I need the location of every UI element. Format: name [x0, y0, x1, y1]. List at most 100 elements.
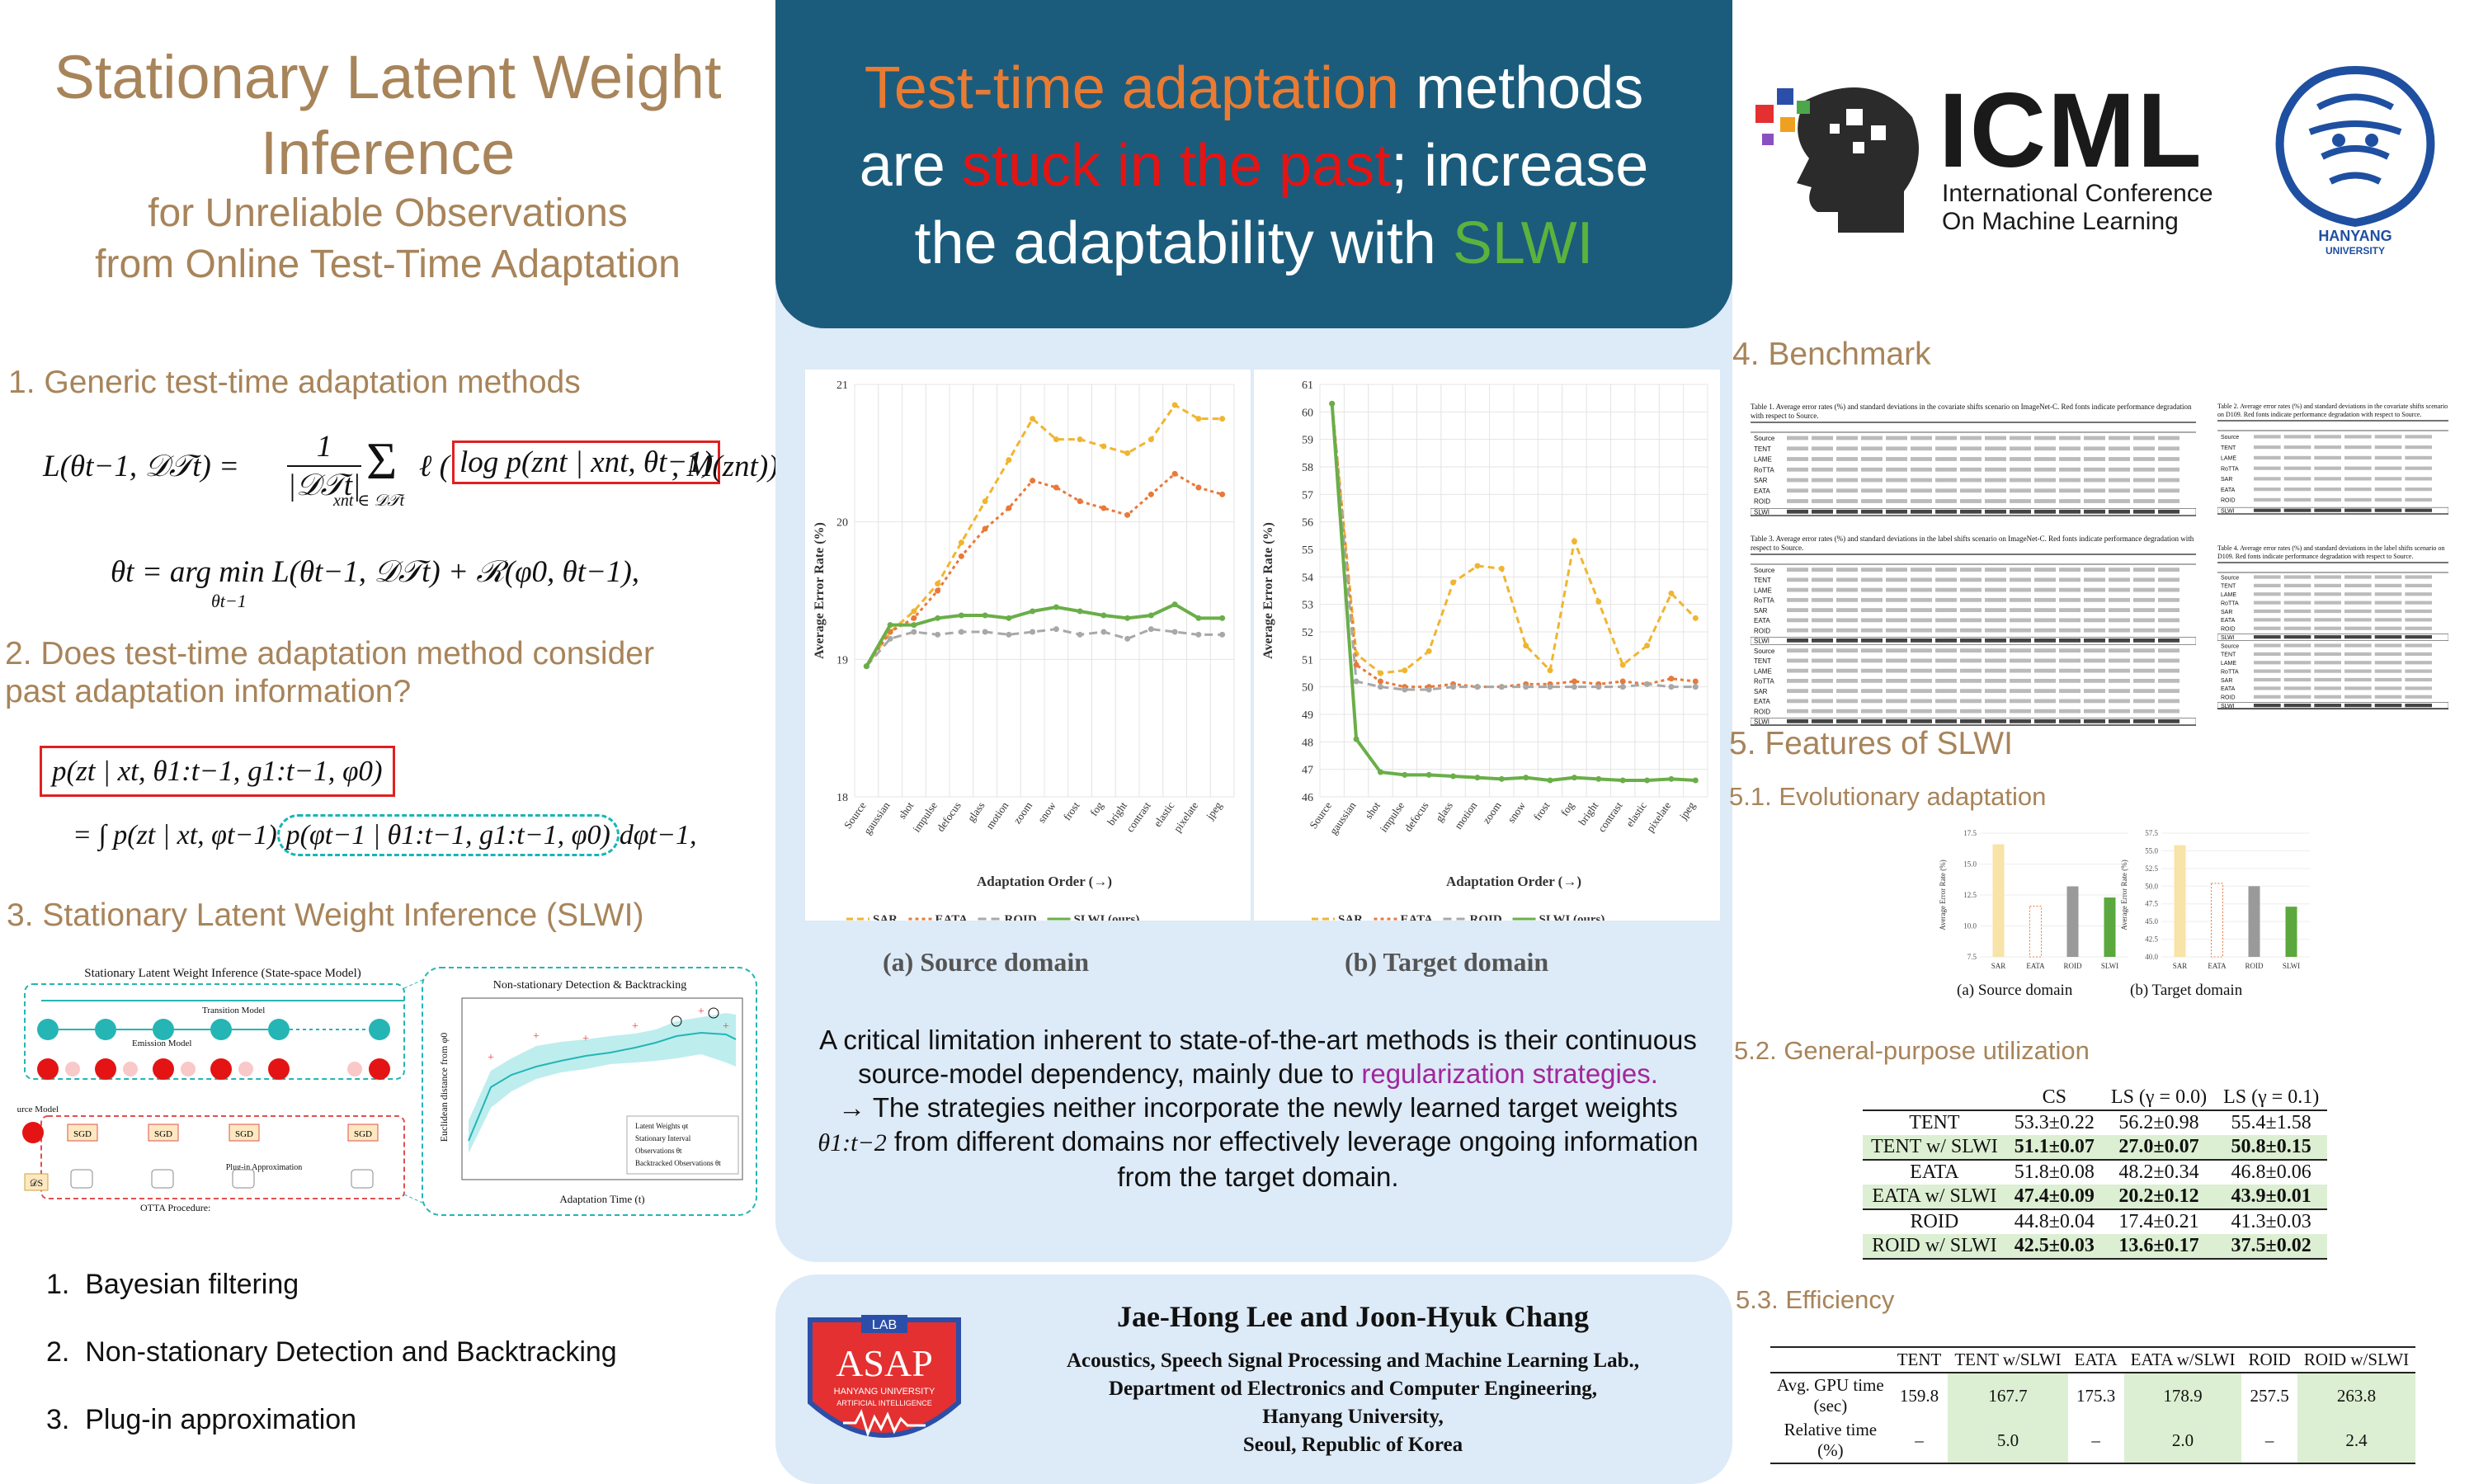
asap-lab-logo: LAB ASAP HANYANG UNIVERSITY ARTIFICIAL I… — [802, 1312, 967, 1468]
table-cell — [2405, 583, 2432, 587]
table-cell — [1960, 709, 1982, 714]
svg-text:+: + — [582, 1033, 589, 1045]
sgd-boxes: SGD SGD SGD SGD — [67, 1124, 379, 1142]
table-row: Relative time (%) – 5.0 – 2.0 – 2.4 — [1770, 1418, 2416, 1464]
table-cell — [2283, 626, 2311, 630]
table-cell — [2254, 626, 2281, 630]
affiliation-4: Seoul, Republic of Korea — [1242, 1434, 1463, 1456]
table-cell — [1886, 668, 1907, 673]
table-cell — [2158, 689, 2179, 693]
table-cell — [2010, 618, 2031, 623]
data-point-roid — [1124, 635, 1131, 642]
x-tick-label: snow — [1505, 799, 1528, 826]
table-cell — [1836, 699, 1858, 704]
subtitle-line-1: for Unreliable Observations — [148, 191, 628, 235]
table-cell — [1886, 597, 1907, 602]
table-cell — [2158, 718, 2179, 723]
data-point-slwi — [1006, 615, 1012, 621]
table-row-label: SLWI — [1754, 638, 1769, 645]
data-point-eata — [1147, 491, 1154, 497]
table-cell — [1911, 658, 1932, 663]
data-point-sar — [1668, 590, 1675, 596]
table-cell — [1985, 628, 2006, 633]
table-cell — [2344, 686, 2372, 690]
table-cell — [1935, 478, 1957, 483]
y-tick-label: 57.5 — [2145, 829, 2158, 837]
table-cell — [1787, 436, 1808, 440]
data-point-sar — [911, 608, 917, 615]
table-row-label: LAME — [2221, 661, 2236, 667]
table-cell — [2283, 575, 2311, 579]
data-point-sar — [1053, 436, 1059, 443]
table-cell — [2084, 648, 2105, 652]
table-cell — [1960, 689, 1982, 693]
table-cell — [1787, 668, 1808, 673]
table-cell — [2109, 608, 2130, 612]
table-cell — [2059, 436, 2081, 440]
data-point-roid — [1195, 631, 1202, 638]
x-tick-label: jpeg — [1203, 799, 1224, 822]
table-row: ROID 44.8±0.04 17.4±0.21 41.3±0.03 — [1863, 1208, 2328, 1234]
table-cell — [2254, 601, 2281, 605]
data-point-sar — [1147, 436, 1154, 443]
svg-text:SGD: SGD — [354, 1129, 372, 1139]
icml-head-logo — [1747, 68, 1937, 257]
table-cell — [1985, 587, 2006, 592]
svg-text:Observations θt: Observations θt — [635, 1147, 682, 1155]
table-cell — [2283, 695, 2311, 699]
table-cell — [2034, 597, 2056, 602]
equation-argmin: θt = arg min L(θt−1, 𝒟𝒯t) + ℛ(φ0, θt−1), — [111, 555, 640, 589]
table-cell — [2283, 635, 2311, 639]
table-row-label: SAR — [1754, 477, 1768, 484]
table-cell — [2010, 638, 2031, 643]
eq1-lhs: L(θt−1, 𝒟𝒯t) = — [43, 450, 240, 483]
feature-item-1: 1. Bayesian filtering — [46, 1269, 299, 1300]
table-cell — [1935, 577, 1957, 582]
affiliation-1: Acoustics, Speech Signal Processing and … — [1066, 1350, 1640, 1372]
table-cell — [2314, 601, 2341, 605]
table-cell — [1836, 577, 1858, 582]
data-point-slwi — [1692, 777, 1699, 784]
table-cell — [2010, 709, 2031, 714]
table-row-label: TENT — [2221, 445, 2236, 451]
table-cell — [2283, 592, 2311, 596]
table-cell — [2133, 648, 2155, 652]
table-cell — [2344, 635, 2372, 639]
y-tick-label: 55 — [1302, 544, 1313, 557]
section-2-heading: 2. Does test-time adaptation method cons… — [5, 635, 654, 711]
data-point-roid — [1100, 629, 1107, 635]
table-cell — [2133, 577, 2155, 582]
table-cell — [2034, 699, 2056, 704]
table-cell — [2254, 661, 2281, 665]
table-cell — [2405, 661, 2432, 665]
table-cell — [1836, 488, 1858, 493]
table-cell — [2254, 435, 2281, 439]
benchmark-table-1-grid: Source TENT LAME RoTTA SAR EATA ROID SLWI — [1750, 422, 2197, 516]
y-tick-label: 12.5 — [1963, 891, 1977, 899]
table-cell — [2374, 652, 2402, 656]
table-cell — [1861, 467, 1883, 472]
y-tick-label: 50.0 — [2145, 882, 2158, 890]
table-cell — [2059, 509, 2081, 514]
table-cell — [1985, 457, 2006, 461]
svg-text:ARTIFICIAL INTELLIGENCE: ARTIFICIAL INTELLIGENCE — [836, 1399, 932, 1407]
table-cell — [1985, 436, 2006, 440]
x-tick-label: frost — [1531, 799, 1553, 822]
data-point-eata — [958, 553, 964, 559]
y-tick-label: 61 — [1302, 379, 1313, 392]
table-cell — [1911, 628, 1932, 633]
table-cell — [1836, 628, 1858, 633]
table-cell — [1911, 488, 1932, 493]
table-cell — [1812, 488, 1833, 493]
table-cell — [2109, 597, 2130, 602]
y-axis-label: Average Error Rate (%) — [813, 522, 827, 659]
observation-node — [153, 1058, 174, 1080]
table-cell — [2158, 499, 2179, 503]
table-cell — [1911, 577, 1932, 582]
table-cell — [2374, 497, 2402, 502]
table-cell — [1935, 608, 1957, 612]
table-cell — [2374, 508, 2402, 512]
table-row-label: LAME — [1754, 456, 1772, 464]
table-cell — [1985, 488, 2006, 493]
x-tick-label: ROID — [2064, 962, 2082, 970]
